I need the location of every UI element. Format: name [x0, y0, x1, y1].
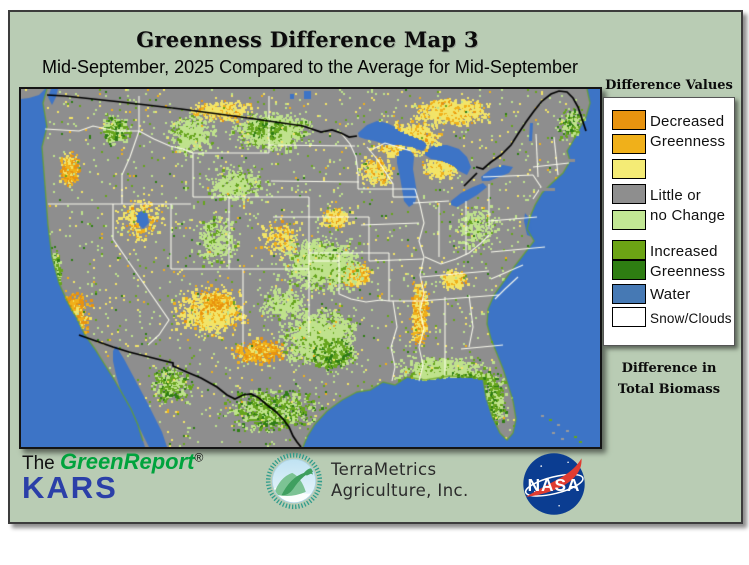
- legend: Decreased Greenness Little or no Change …: [603, 97, 735, 346]
- map-frame: [19, 87, 602, 449]
- legend-label-no-change: Little or no Change: [650, 186, 734, 226]
- legend-swatch-no-change: [612, 184, 646, 204]
- greenreport-name: GreenReport: [60, 449, 195, 474]
- difference-note: Difference in Total Biomass: [603, 358, 735, 400]
- legend-swatch-decreased-slight: [612, 159, 646, 179]
- nasa-wordmark: NASA: [528, 475, 581, 495]
- greenreport-logo[interactable]: The GreenReport®: [22, 449, 203, 475]
- legend-label-increased: Increased Greenness: [650, 242, 734, 282]
- difference-note-line: Total Biomass: [617, 382, 721, 397]
- legend-swatch-increased-slight: [612, 210, 646, 230]
- legend-swatch-decreased-strong: [612, 110, 646, 130]
- page-subtitle: Mid-September, 2025 Compared to the Aver…: [42, 57, 578, 77]
- legend-swatch-decreased-moderate: [612, 134, 646, 154]
- terrametrics-sun-leaf-icon: [265, 452, 323, 510]
- greenreport-the: The: [22, 453, 55, 474]
- legend-title: Difference Values: [605, 78, 733, 93]
- legend-label-line: Greenness: [650, 133, 726, 150]
- difference-note-line: Difference in: [621, 361, 717, 376]
- terrametrics-name: TerraMetrics Agriculture, Inc.: [331, 459, 469, 501]
- terrametrics-logo[interactable]: TerraMetrics Agriculture, Inc.: [265, 452, 495, 514]
- legend-label-line: Decreased: [650, 113, 725, 130]
- legend-label-line: Greenness: [650, 263, 726, 280]
- legend-label-decreased: Decreased Greenness: [650, 112, 734, 152]
- legend-swatch-increased-moderate: [612, 240, 646, 260]
- legend-swatch-snow-clouds: [612, 307, 646, 327]
- legend-swatch-increased-strong: [612, 260, 646, 280]
- nasa-logo[interactable]: NASA: [522, 452, 586, 516]
- legend-label-snow-clouds: Snow/Clouds: [650, 309, 734, 329]
- registered-mark: ®: [194, 450, 204, 465]
- legend-label-line: Snow/Clouds: [650, 311, 732, 326]
- us-greenness-map: [21, 89, 600, 447]
- legend-label-line: Water: [650, 286, 691, 303]
- legend-label-line: Increased: [650, 243, 718, 260]
- terrametrics-line1: TerraMetrics: [331, 460, 437, 479]
- kars-logo[interactable]: KARS: [22, 470, 118, 505]
- legend-label-line: Little or: [650, 187, 701, 204]
- page-title: Greenness Difference Map 3: [136, 27, 479, 52]
- legend-swatch-water: [612, 284, 646, 304]
- report-panel: Greenness Difference Map 3 Mid-September…: [8, 10, 743, 524]
- legend-label-line: no Change: [650, 207, 726, 224]
- terrametrics-line2: Agriculture, Inc.: [331, 481, 469, 500]
- legend-label-water: Water: [650, 285, 734, 305]
